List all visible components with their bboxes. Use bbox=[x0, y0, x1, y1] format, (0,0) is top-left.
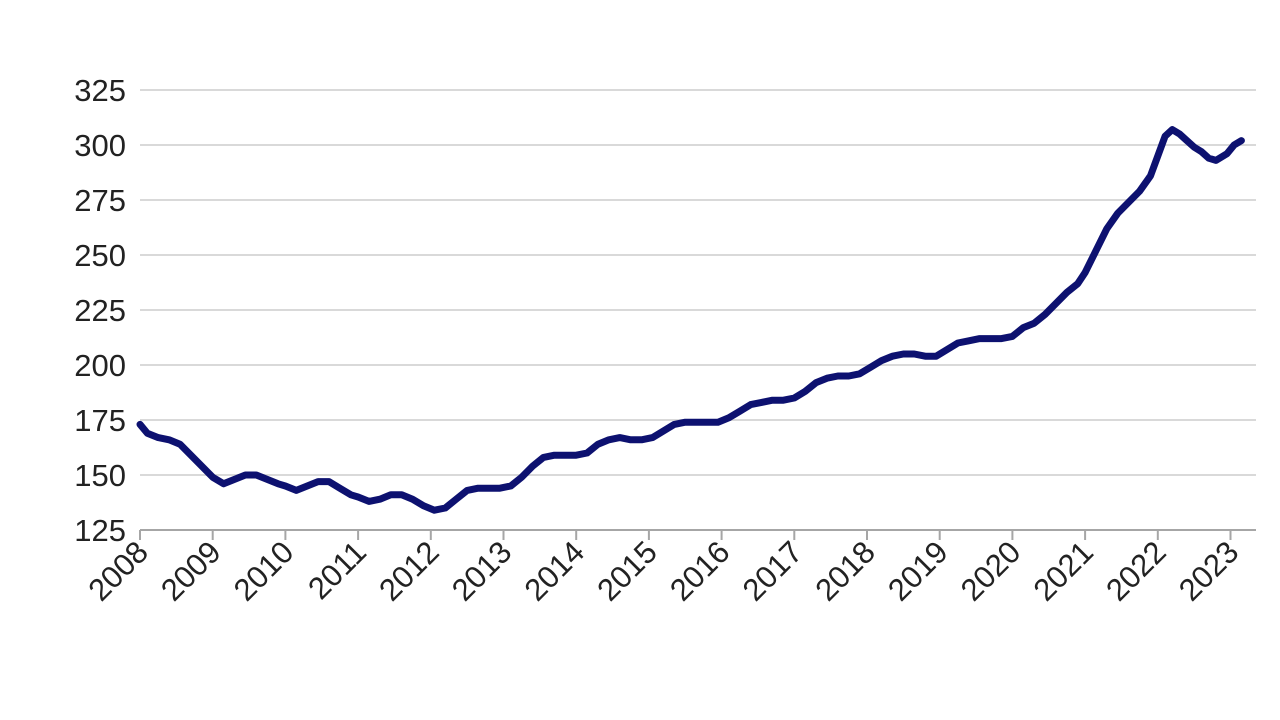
y-tick-label: 250 bbox=[74, 238, 126, 273]
y-tick-label: 300 bbox=[74, 128, 126, 163]
x-tick: 2012 bbox=[372, 534, 446, 608]
x-axis-ticks: 2008 2009 2010 2011 2012 2013 2014 2015 2016 2017… bbox=[81, 534, 1245, 608]
series-group bbox=[136, 126, 1245, 514]
x-tick-label: 2020 bbox=[954, 534, 1028, 608]
grid-lines bbox=[140, 89, 1256, 476]
y-tick-label: 175 bbox=[74, 403, 126, 438]
x-tick: 2021 bbox=[1027, 534, 1101, 608]
y-tick-label: 200 bbox=[74, 348, 126, 383]
x-tick-label: 2018 bbox=[808, 534, 882, 608]
x-tick-label: 2015 bbox=[590, 534, 664, 608]
y-tick: 125 bbox=[74, 513, 126, 548]
x-tick-label: 2017 bbox=[736, 534, 810, 608]
x-tick-label: 2011 bbox=[301, 534, 373, 606]
y-tick-label: 225 bbox=[74, 293, 126, 328]
x-tick-label: 2023 bbox=[1172, 534, 1246, 608]
x-axis bbox=[139, 529, 1256, 540]
y-tick: 175 bbox=[74, 403, 126, 438]
y-tick-label: 325 bbox=[74, 73, 126, 108]
x-tick: 2014 bbox=[518, 534, 592, 608]
x-tick-label: 2016 bbox=[663, 534, 737, 608]
x-tick: 2013 bbox=[445, 534, 519, 608]
x-tick-label: 2013 bbox=[445, 534, 519, 608]
x-tick: 2023 bbox=[1172, 534, 1246, 608]
y-tick: 300 bbox=[74, 128, 126, 163]
x-tick: 2017 bbox=[736, 534, 810, 608]
y-tick: 150 bbox=[74, 458, 126, 493]
x-tick-label: 2009 bbox=[154, 534, 228, 608]
x-tick-label: 2010 bbox=[227, 534, 301, 608]
y-tick: 250 bbox=[74, 238, 126, 273]
series-line bbox=[136, 126, 1245, 514]
y-axis-ticks: 125 150 175 200 225 250 275 300 325 bbox=[74, 73, 126, 548]
x-tick-label: 2012 bbox=[372, 534, 446, 608]
x-tick-label: 2014 bbox=[518, 534, 592, 608]
x-tick: 2022 bbox=[1099, 534, 1173, 608]
y-tick-label: 275 bbox=[74, 183, 126, 218]
x-tick: 2016 bbox=[663, 534, 737, 608]
y-tick: 325 bbox=[74, 73, 126, 108]
x-tick: 2010 bbox=[227, 534, 301, 608]
y-tick-label: 150 bbox=[74, 458, 126, 493]
x-tick-label: 2022 bbox=[1099, 534, 1173, 608]
x-tick-label: 2021 bbox=[1027, 534, 1101, 608]
x-tick-label: 2019 bbox=[881, 534, 955, 608]
x-tick: 2009 bbox=[154, 534, 228, 608]
x-tick: 2019 bbox=[881, 534, 955, 608]
y-tick: 200 bbox=[74, 348, 126, 383]
y-tick-label: 125 bbox=[74, 513, 126, 548]
x-tick: 2015 bbox=[590, 534, 664, 608]
y-tick: 275 bbox=[74, 183, 126, 218]
x-tick: 2020 bbox=[954, 534, 1028, 608]
x-tick: 2011 bbox=[301, 534, 373, 606]
x-tick: 2018 bbox=[808, 534, 882, 608]
y-tick: 225 bbox=[74, 293, 126, 328]
